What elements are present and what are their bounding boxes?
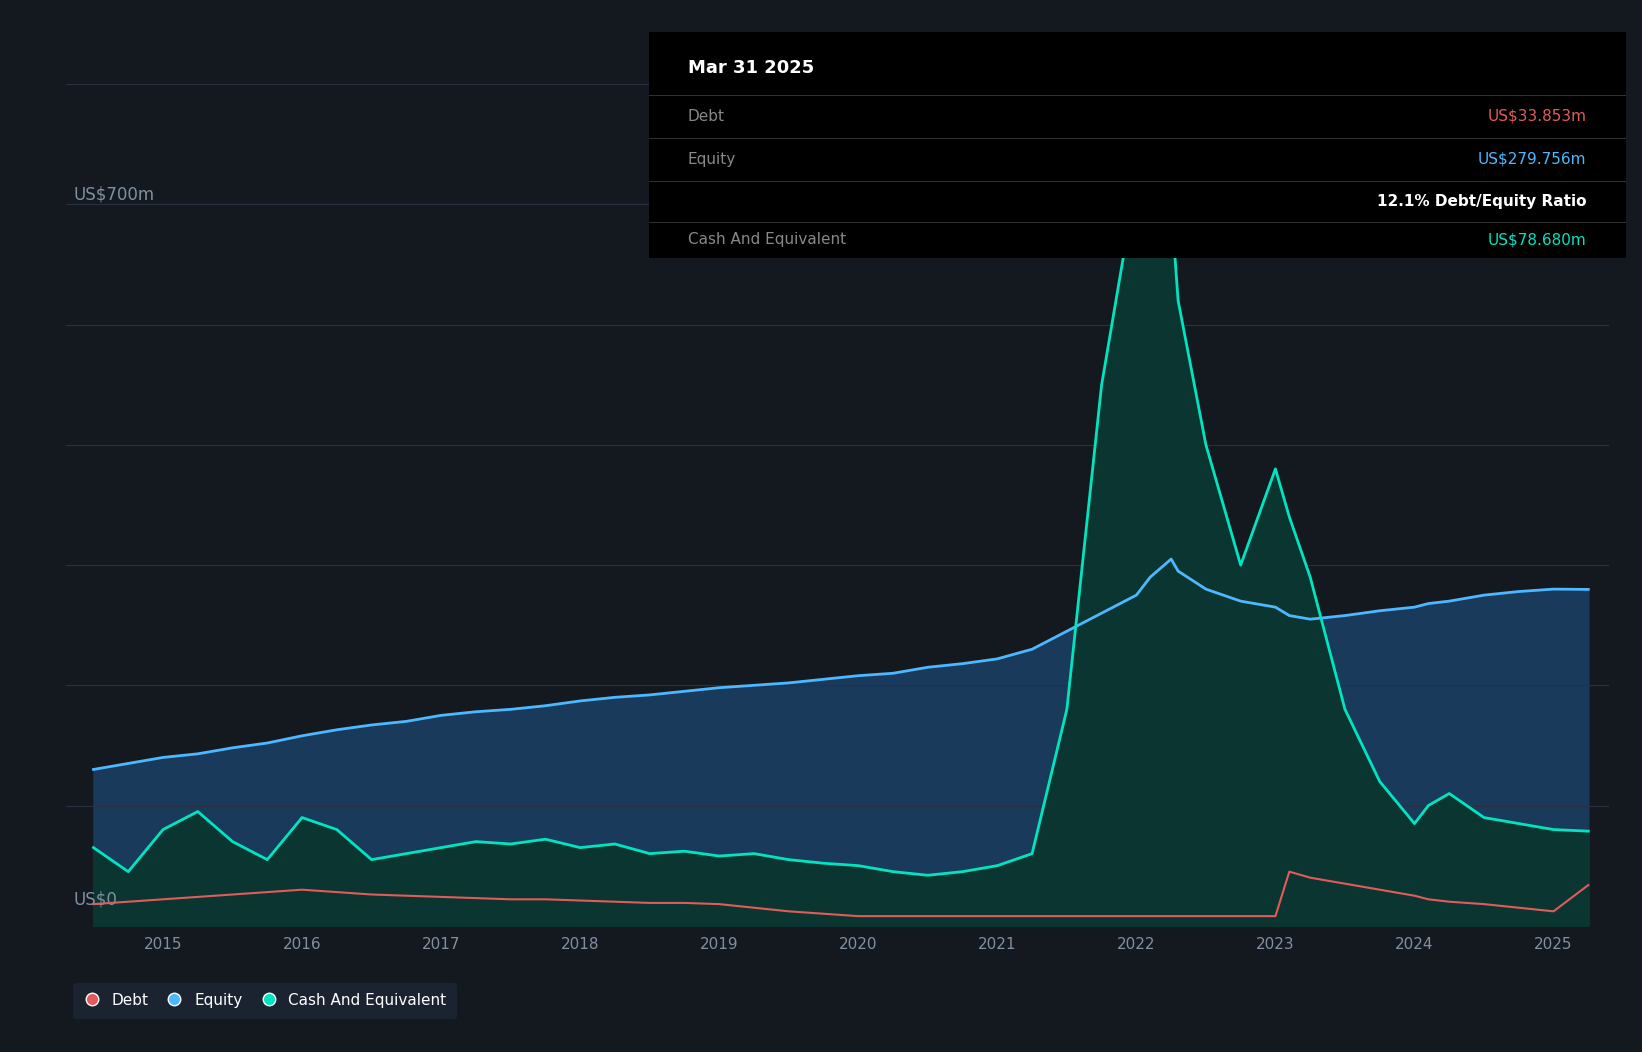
Text: US$0: US$0 [74,891,117,909]
Text: 12.1% Debt/Equity Ratio: 12.1% Debt/Equity Ratio [1378,194,1586,208]
Text: Mar 31 2025: Mar 31 2025 [688,59,814,77]
Legend: Debt, Equity, Cash And Equivalent: Debt, Equity, Cash And Equivalent [74,983,456,1019]
Text: US$78.680m: US$78.680m [1488,232,1586,247]
Text: US$33.853m: US$33.853m [1488,108,1586,124]
Text: Debt: Debt [688,108,724,124]
Text: Equity: Equity [688,151,736,167]
Text: Cash And Equivalent: Cash And Equivalent [688,232,846,247]
Text: US$700m: US$700m [74,185,154,203]
Text: US$279.756m: US$279.756m [1478,151,1586,167]
